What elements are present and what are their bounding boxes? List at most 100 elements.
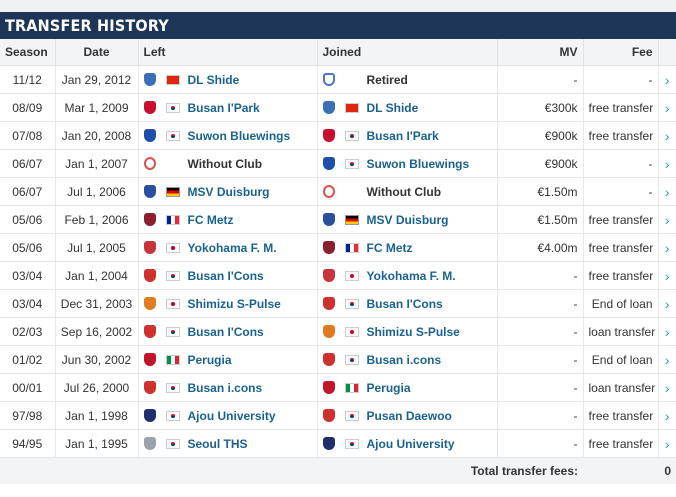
table-row[interactable]: 97/98 Jan 1, 1998 Ajou University Pusan Dae… [0, 401, 676, 430]
busan-icons-crest[interactable] [143, 381, 156, 394]
joined-club-name: Without Club [366, 184, 442, 199]
busan-icons-crest[interactable] [143, 325, 156, 338]
joined-club-name[interactable]: Busan i.cons [366, 352, 442, 367]
chevron-right-icon[interactable]: › [658, 429, 676, 458]
left-club-name[interactable]: Busan i.cons [187, 380, 263, 395]
table-row[interactable]: 08/09 Mar 1, 2009 Busan I'Park DL Shide €300… [0, 93, 676, 122]
header-fee[interactable]: Fee [583, 39, 659, 66]
date-cell: Jul 1, 2006 [55, 177, 139, 206]
pusan-daewoo-crest[interactable] [322, 409, 335, 422]
shimizu-spulse-crest[interactable] [143, 297, 156, 310]
joined-club: Yokohama F. M. [322, 268, 492, 283]
chevron-right-icon[interactable]: › [658, 93, 676, 122]
table-row[interactable]: 05/06 Feb 1, 2006 FC Metz MSV Duisburg €1.50… [0, 205, 676, 234]
left-club-name[interactable]: Seoul THS [187, 436, 248, 451]
without-club-icon[interactable] [143, 157, 156, 170]
chevron-right-icon[interactable]: › [658, 373, 676, 402]
fc-metz-crest[interactable] [322, 241, 335, 254]
joined-club: Busan I'Cons [322, 296, 492, 311]
left-club-name[interactable]: Suwon Bluewings [187, 128, 291, 143]
left-club-name[interactable]: DL Shide [187, 72, 240, 87]
left-club: Perugia [143, 352, 312, 367]
table-row[interactable]: 05/06 Jul 1, 2005 Yokohama F. M. FC Metz €4.… [0, 233, 676, 262]
left-club-name[interactable]: FC Metz [187, 212, 234, 227]
table-row[interactable]: 11/12 Jan 29, 2012 DL Shide Retired - - › [0, 65, 676, 94]
chevron-right-icon[interactable]: › [658, 317, 676, 346]
fee-cell: - [583, 177, 659, 206]
yokohama-fm-crest[interactable] [143, 241, 156, 254]
chevron-right-icon[interactable]: › [658, 401, 676, 430]
busan-icons-crest[interactable] [322, 353, 335, 366]
header-joined[interactable]: Joined [317, 39, 498, 66]
table-row[interactable]: 06/07 Jul 1, 2006 MSV Duisburg Without Club… [0, 177, 676, 206]
table-row[interactable]: 07/08 Jan 20, 2008 Suwon Bluewings Busan I'… [0, 121, 676, 150]
yokohama-fm-crest[interactable] [322, 269, 335, 282]
busan-ipark-crest[interactable] [322, 129, 335, 142]
ajou-university-crest[interactable] [143, 409, 156, 422]
busan-ipark-crest[interactable] [143, 101, 156, 114]
joined-club-name[interactable]: Pusan Daewoo [366, 408, 452, 423]
chevron-right-icon[interactable]: › [658, 233, 676, 262]
retired-icon[interactable] [322, 73, 335, 86]
left-club-name[interactable]: Ajou University [187, 408, 276, 423]
suwon-bluewings-crest[interactable] [322, 157, 335, 170]
table-row[interactable]: 00/01 Jul 26, 2000 Busan i.cons Perugia - loa… [0, 373, 676, 402]
left-club-cell: Busan I'Cons [138, 317, 318, 346]
joined-club-name[interactable]: Busan I'Cons [366, 296, 443, 311]
chevron-right-icon[interactable]: › [658, 345, 676, 374]
shimizu-spulse-crest[interactable] [322, 325, 335, 338]
joined-club-name[interactable]: Busan I'Park [366, 128, 439, 143]
perugia-crest[interactable] [143, 353, 156, 366]
ajou-university-crest[interactable] [322, 437, 335, 450]
joined-club-name[interactable]: MSV Duisburg [366, 212, 449, 227]
joined-club-name[interactable]: FC Metz [366, 240, 413, 255]
dl-shide-crest[interactable] [322, 101, 335, 114]
left-club-name[interactable]: Busan I'Park [187, 100, 260, 115]
left-club-name[interactable]: MSV Duisburg [187, 184, 270, 199]
chevron-right-icon[interactable]: › [658, 65, 676, 94]
header-mv[interactable]: MV [497, 39, 584, 66]
market-value-cell: €900k [497, 149, 584, 178]
chevron-right-icon[interactable]: › [658, 261, 676, 290]
chevron-right-icon[interactable]: › [658, 121, 676, 150]
joined-club-name[interactable]: Yokohama F. M. [366, 268, 456, 283]
header-season[interactable]: Season [0, 39, 56, 66]
chevron-right-icon[interactable]: › [658, 205, 676, 234]
table-row[interactable]: 06/07 Jan 1, 2007 Without Club Suwon Bluewi… [0, 149, 676, 178]
left-club-name[interactable]: Yokohama F. M. [187, 240, 277, 255]
left-club-cell: Yokohama F. M. [138, 233, 318, 262]
left-club-name[interactable]: Busan I'Cons [187, 324, 264, 339]
joined-club-name[interactable]: Shimizu S-Pulse [366, 324, 460, 339]
table-row[interactable]: 94/95 Jan 1, 1995 Seoul THS Ajou University… [0, 429, 676, 458]
perugia-crest[interactable] [322, 381, 335, 394]
season-cell: 08/09 [0, 93, 56, 122]
without-club-icon[interactable] [322, 185, 335, 198]
date-cell: Jun 30, 2002 [55, 345, 139, 374]
left-club-name[interactable]: Perugia [187, 352, 232, 367]
busan-icons-crest[interactable] [143, 269, 156, 282]
table-row[interactable]: 02/03 Sep 16, 2002 Busan I'Cons Shimizu S-P… [0, 317, 676, 346]
joined-club-name[interactable]: DL Shide [366, 100, 419, 115]
chevron-right-icon[interactable]: › [658, 177, 676, 206]
chevron-right-icon[interactable]: › [658, 149, 676, 178]
table-row[interactable]: 01/02 Jun 30, 2002 Perugia Busan i.cons - End… [0, 345, 676, 374]
msv-duisburg-crest[interactable] [143, 185, 156, 198]
fc-metz-crest[interactable] [143, 213, 156, 226]
seoul-ths-crest[interactable] [143, 437, 156, 450]
busan-icons-crest[interactable] [322, 297, 335, 310]
left-club-name[interactable]: Busan I'Cons [187, 268, 264, 283]
joined-club-name[interactable]: Suwon Bluewings [366, 156, 470, 171]
joined-club-name[interactable]: Ajou University [366, 436, 455, 451]
chevron-right-icon[interactable]: › [658, 289, 676, 318]
header-date[interactable]: Date [55, 39, 139, 66]
header-left[interactable]: Left [138, 39, 318, 66]
suwon-bluewings-crest[interactable] [143, 129, 156, 142]
left-club-name[interactable]: Shimizu S-Pulse [187, 296, 281, 311]
table-row[interactable]: 03/04 Jan 1, 2004 Busan I'Cons Yokohama F. … [0, 261, 676, 290]
joined-club-name[interactable]: Perugia [366, 380, 411, 395]
china-flag-icon [344, 102, 359, 113]
table-row[interactable]: 03/04 Dec 31, 2003 Shimizu S-Pulse Busan I'… [0, 289, 676, 318]
msv-duisburg-crest[interactable] [322, 213, 335, 226]
dl-shide-crest[interactable] [143, 73, 156, 86]
season-cell: 01/02 [0, 345, 56, 374]
